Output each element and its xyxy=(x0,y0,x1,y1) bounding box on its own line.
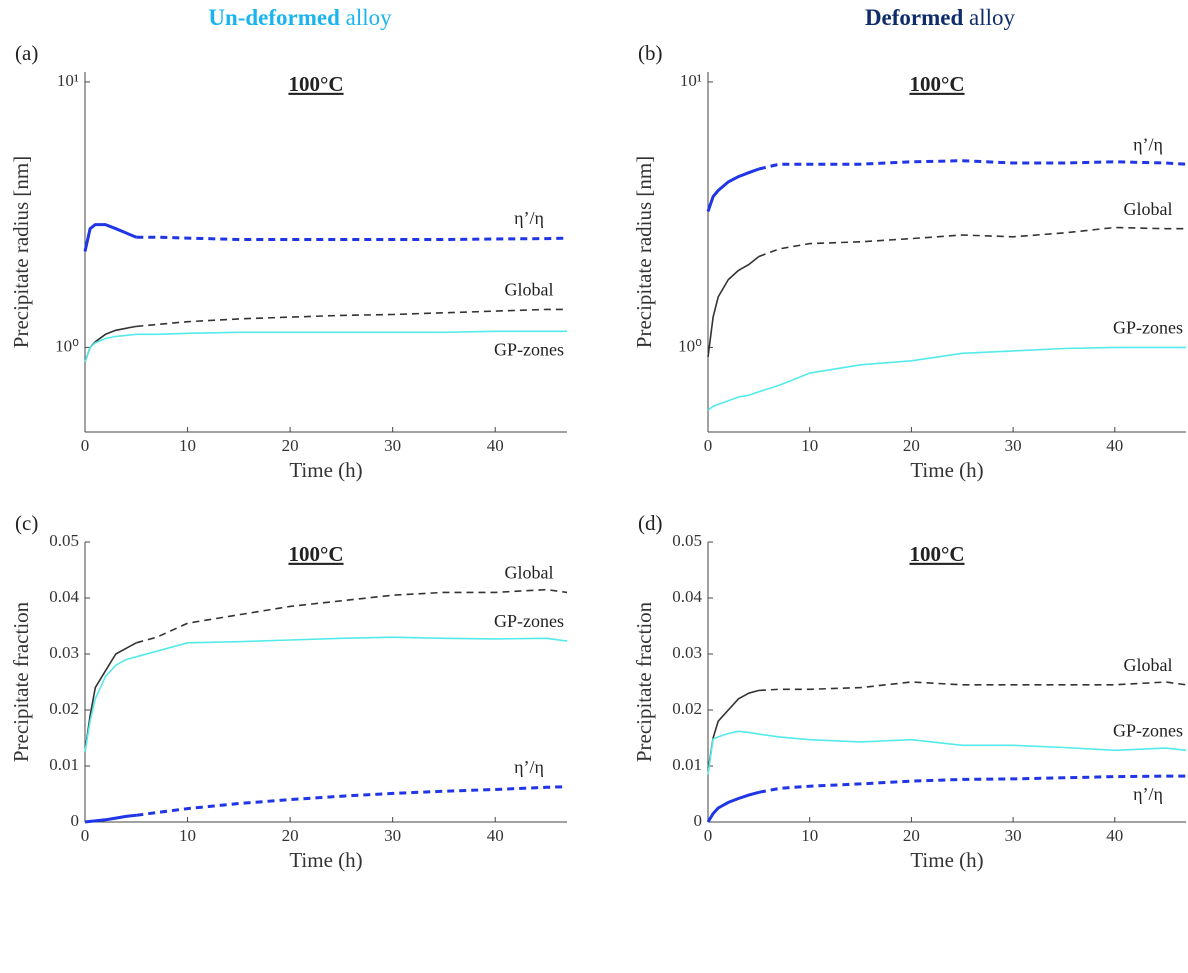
y-tick-label: 10⁰ xyxy=(55,336,79,355)
series-label: GP-zones xyxy=(1113,720,1183,740)
y-tick-label: 0.01 xyxy=(49,755,79,774)
series-line xyxy=(136,588,568,644)
x-tick-label: 10 xyxy=(179,826,196,845)
y-tick-label: 10¹ xyxy=(680,71,702,90)
series-line xyxy=(706,167,760,212)
series-line xyxy=(136,235,568,241)
panel-title: 100°C xyxy=(909,542,964,566)
header-rest: alloy xyxy=(969,5,1015,30)
series-label: η’/η xyxy=(1133,784,1163,804)
x-tick-label: 0 xyxy=(704,826,713,845)
series-line xyxy=(136,308,567,328)
y-tick-label: 10⁰ xyxy=(678,336,702,355)
y-tick-label: 0.05 xyxy=(672,531,702,550)
panel-label: (d) xyxy=(638,511,663,535)
panel-label: (a) xyxy=(15,41,38,65)
y-tick-label: 0.04 xyxy=(49,587,79,606)
x-tick-label: 30 xyxy=(384,826,401,845)
header-bold: Un-deformed xyxy=(208,5,340,30)
series-label: GP-zones xyxy=(1113,318,1183,338)
y-tick-label: 0.02 xyxy=(49,699,79,718)
x-tick-label: 10 xyxy=(801,436,818,455)
series-line xyxy=(758,159,1187,171)
series-line xyxy=(707,730,1187,775)
x-tick-label: 0 xyxy=(81,826,90,845)
y-axis-label: Precipitate radius [nm] xyxy=(9,156,33,348)
column-header: Deformed alloy xyxy=(865,5,1016,30)
header-bold: Deformed xyxy=(865,5,964,30)
series-line xyxy=(706,790,760,823)
x-tick-label: 0 xyxy=(81,436,90,455)
y-tick-label: 0.02 xyxy=(672,699,702,718)
series-label: Global xyxy=(1124,655,1173,675)
series-line xyxy=(83,223,137,252)
x-tick-label: 30 xyxy=(1005,826,1022,845)
x-tick-label: 10 xyxy=(179,436,196,455)
y-tick-label: 0.04 xyxy=(672,587,702,606)
x-tick-label: 20 xyxy=(903,826,920,845)
series-line xyxy=(758,681,1187,692)
series-label: GP-zones xyxy=(494,339,564,359)
x-tick-label: 40 xyxy=(487,826,504,845)
series-label: η’/η xyxy=(514,757,544,777)
series-line xyxy=(758,226,1186,258)
x-tick-label: 40 xyxy=(487,436,504,455)
panel-title: 100°C xyxy=(288,72,343,96)
x-tick-label: 10 xyxy=(801,826,818,845)
series-line xyxy=(84,330,567,363)
series-line xyxy=(707,689,760,772)
x-axis-label: Time (h) xyxy=(910,848,983,872)
x-tick-label: 30 xyxy=(384,436,401,455)
x-axis-label: Time (h) xyxy=(289,848,362,872)
panel-label: (b) xyxy=(638,41,663,65)
x-tick-label: 30 xyxy=(1005,436,1022,455)
series-line xyxy=(84,636,568,753)
y-tick-label: 0.03 xyxy=(672,643,702,662)
series-label: Global xyxy=(505,280,554,300)
x-tick-label: 20 xyxy=(903,436,920,455)
column-header: Un-deformed alloy xyxy=(208,5,392,30)
panel-label: (c) xyxy=(15,511,38,535)
y-tick-label: 0 xyxy=(694,811,703,830)
series-line xyxy=(136,785,568,817)
y-axis-label: Precipitate fraction xyxy=(9,601,33,762)
y-axis-label: Precipitate fraction xyxy=(632,601,656,762)
y-tick-label: 0.03 xyxy=(49,643,79,662)
y-tick-label: 0.01 xyxy=(672,755,702,774)
x-tick-label: 20 xyxy=(282,436,299,455)
x-axis-label: Time (h) xyxy=(289,458,362,482)
y-tick-label: 10¹ xyxy=(57,71,79,90)
series-label: GP-zones xyxy=(494,611,564,631)
series-label: Global xyxy=(505,563,554,583)
x-tick-label: 40 xyxy=(1106,436,1123,455)
series-label: Global xyxy=(1124,199,1173,219)
x-tick-label: 0 xyxy=(704,436,713,455)
series-line xyxy=(707,255,760,358)
y-axis-label: Precipitate radius [nm] xyxy=(632,156,656,348)
x-axis-label: Time (h) xyxy=(910,458,983,482)
y-tick-label: 0 xyxy=(71,811,80,830)
panel-title: 100°C xyxy=(909,72,964,96)
x-tick-label: 20 xyxy=(282,826,299,845)
y-tick-label: 0.05 xyxy=(49,531,79,550)
panel-title: 100°C xyxy=(288,542,343,566)
x-tick-label: 40 xyxy=(1106,826,1123,845)
series-line xyxy=(758,774,1186,794)
series-label: η’/η xyxy=(514,208,544,228)
series-line xyxy=(84,642,137,753)
header-rest: alloy xyxy=(346,5,392,30)
series-line xyxy=(84,813,137,824)
series-line xyxy=(707,346,1186,411)
series-label: η’/η xyxy=(1133,134,1163,154)
